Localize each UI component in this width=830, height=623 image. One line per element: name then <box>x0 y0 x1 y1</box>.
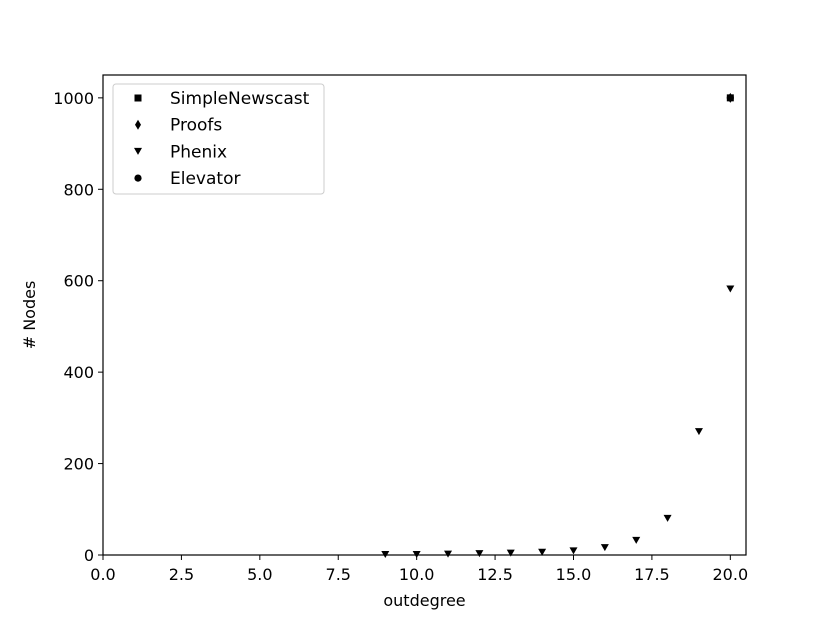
y-tick-label: 600 <box>63 272 94 291</box>
x-tick-label: 12.5 <box>477 565 513 584</box>
legend: SimpleNewscast Proofs Phenix Elevator <box>112 83 325 195</box>
y-tick-label: 0 <box>84 546 94 565</box>
x-tick-label: 7.5 <box>326 565 351 584</box>
legend-marker-proofs <box>135 119 141 130</box>
phenix-point <box>569 547 578 555</box>
phenix-point <box>475 550 484 558</box>
legend-box <box>112 83 325 195</box>
plot-area <box>381 92 735 559</box>
phenix-point <box>632 536 641 544</box>
phenix-point <box>694 428 703 436</box>
elevator-point <box>726 94 734 102</box>
x-axis-label: outdegree <box>383 591 465 610</box>
legend-label-simplenewscast: SimpleNewscast <box>170 89 310 109</box>
legend-marker-elevator <box>134 174 142 182</box>
legend-marker-simplenewscast <box>134 94 142 102</box>
x-tick-label: 17.5 <box>634 565 670 584</box>
x-tick-label: 0.0 <box>90 565 115 584</box>
phenix-point <box>444 550 453 558</box>
phenix-point <box>600 544 609 552</box>
x-tick-label: 20.0 <box>713 565 749 584</box>
legend-marker-phenix <box>134 147 142 155</box>
y-tick-label: 400 <box>63 363 94 382</box>
y-tick-label: 800 <box>63 180 94 199</box>
phenix-point <box>538 548 547 556</box>
y-tick-label: 1000 <box>53 89 94 108</box>
axis-ticks: 0.0 2.5 5.0 7.5 10.0 12.5 15.0 17.5 20.0 0 200 400 6… <box>53 89 748 584</box>
x-tick-label: 5.0 <box>247 565 272 584</box>
legend-label-elevator: Elevator <box>170 169 240 189</box>
phenix-point <box>726 285 735 293</box>
axes-frame <box>102 74 747 556</box>
x-tick-label: 15.0 <box>556 565 592 584</box>
y-axis-label: # Nodes <box>20 281 39 350</box>
x-tick-label: 2.5 <box>169 565 194 584</box>
phenix-point <box>506 549 515 557</box>
legend-label-proofs: Proofs <box>170 116 222 136</box>
phenix-point <box>663 514 672 522</box>
x-tick-label: 10.0 <box>399 565 435 584</box>
legend-label-phenix: Phenix <box>170 142 227 162</box>
y-tick-label: 200 <box>63 455 94 474</box>
